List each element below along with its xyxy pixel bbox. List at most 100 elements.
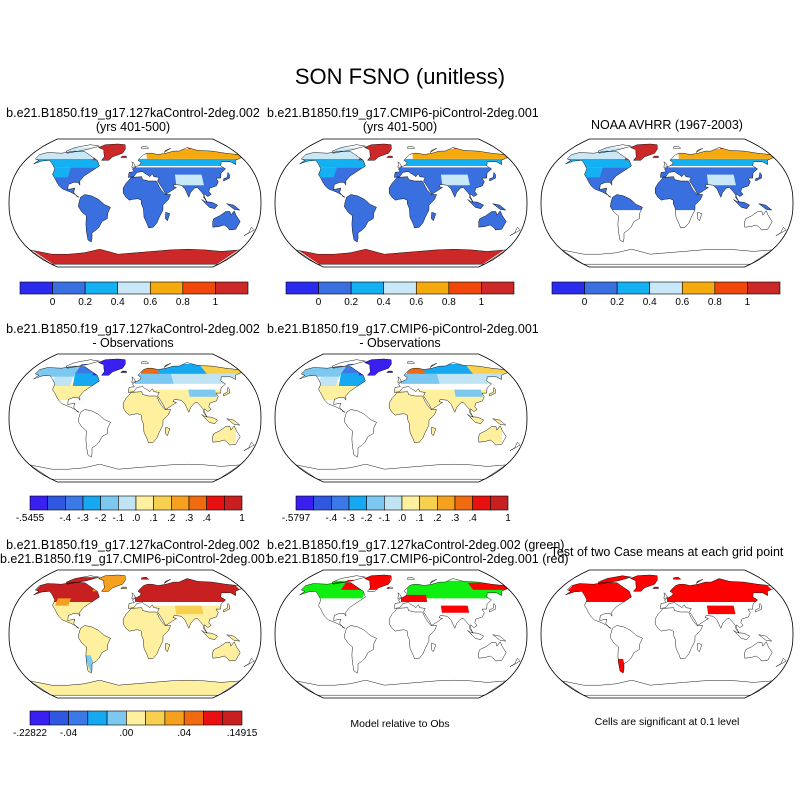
cb2-swatch-5 xyxy=(448,281,482,295)
panel-9-caption: Cells are significant at 0.1 level xyxy=(594,716,740,728)
panel-4-title-line1: b.e21.B1850.f19_g17.127kaControl-2deg.00… xyxy=(6,322,260,336)
cb4-swatch-6 xyxy=(135,495,154,511)
field-cell-map9-0 xyxy=(561,575,643,602)
cb5-swatch-7 xyxy=(419,495,438,511)
coastline-svalbard-map7 xyxy=(141,576,150,580)
coastline-novaya-map1 xyxy=(163,147,171,153)
coastline-greenland-map4 xyxy=(97,358,126,376)
cb1-swatch-4 xyxy=(149,281,184,295)
field-cell-map4-3 xyxy=(72,373,99,386)
coastline-newguinea-map5 xyxy=(492,418,507,426)
data-field-map5 xyxy=(296,359,518,443)
cb1-tick-label-2: 0.4 xyxy=(111,297,125,308)
cb5-tick-label-1: -.4 xyxy=(325,513,337,524)
cb7-swatch-6 xyxy=(145,710,166,726)
coastline-newguinea-map8 xyxy=(492,634,507,642)
cb5-tick-label-9: .4 xyxy=(468,513,477,524)
coastline-indonesia-map1 xyxy=(201,199,218,209)
coastline-namerica-map5 xyxy=(299,365,366,413)
cb4-swatch-1 xyxy=(47,495,66,511)
cb4-tick-label-3: -.2 xyxy=(95,513,107,524)
cb2-tick-label-0: 0 xyxy=(316,297,322,308)
cb5-tick-label-7: .2 xyxy=(433,513,442,524)
coastline-africa-map8 xyxy=(388,607,437,660)
coastline-africa-map3 xyxy=(654,176,703,229)
cb5-tick-label-10: 1 xyxy=(505,513,511,524)
cb1-tick-label-0: 0 xyxy=(50,297,56,308)
cb7-swatch-3 xyxy=(87,710,108,726)
field-cell-map9-3 xyxy=(706,605,736,615)
field-cell-map2-10 xyxy=(295,245,511,265)
coastline-madagascar-map2 xyxy=(431,211,437,222)
cb2-swatch-6 xyxy=(481,281,515,295)
panel-5-title-line2: - Observations xyxy=(359,336,441,350)
field-cell-map3-4 xyxy=(667,158,782,166)
panel-9-title: Test of two Case means at each grid poin… xyxy=(550,545,784,559)
cb2-tick-label-3: 0.6 xyxy=(409,297,423,308)
field-cell-map1-8 xyxy=(174,174,204,186)
coastline-indonesia-map5 xyxy=(467,414,484,424)
coastline-nz-map5 xyxy=(509,441,521,451)
coastline-novaya-map4 xyxy=(163,362,171,368)
cb3-tick-label-1: 0.2 xyxy=(610,297,624,308)
panel-7-title-line1: b.e21.B1850.f19_g17.127kaControl-2deg.00… xyxy=(6,538,260,552)
cb7-tick-label-1: -.04 xyxy=(60,728,78,739)
coastline-africa-map7 xyxy=(122,607,171,660)
cb5-swatch-0 xyxy=(295,495,314,511)
panel-8-caption: Model relative to Obs xyxy=(350,718,450,730)
coastline-samerica-map7 xyxy=(78,625,111,674)
data-field-map7 xyxy=(29,575,255,696)
coastline-namerica-map3 xyxy=(565,150,632,198)
cb5-swatch-2 xyxy=(331,495,350,511)
data-field-map9 xyxy=(561,575,785,674)
cb1-swatch-2 xyxy=(84,281,119,295)
map-panel-8 xyxy=(274,569,528,699)
panel-8-title-line1: b.e21.B1850.f19_g17.127kaControl-2deg.00… xyxy=(267,538,565,552)
coastline-svalbard-map9 xyxy=(673,576,682,580)
coastline-japan-map8 xyxy=(489,602,496,613)
coastline-africa-map2 xyxy=(388,176,437,229)
coastline-nz-map8 xyxy=(509,657,521,667)
coastline-arcisl-map2 xyxy=(332,144,366,154)
map-outline-map1 xyxy=(8,138,262,268)
cb4-swatch-10 xyxy=(206,495,225,511)
coastline-indonesia-map2 xyxy=(467,199,484,209)
coastline-australia-map9 xyxy=(744,641,773,662)
coastline-newguinea-map9 xyxy=(758,634,773,642)
coastline-japan-map9 xyxy=(755,602,762,613)
coastline-uk-map3 xyxy=(663,161,668,168)
coastline-madagascar-map4 xyxy=(165,426,171,437)
coastline-greenland-map2 xyxy=(363,143,392,161)
coastline-novaya-map9 xyxy=(695,578,703,584)
coastline-madagascar-map1 xyxy=(165,211,171,222)
cb7-swatch-5 xyxy=(126,710,146,726)
field-cell-map2-9 xyxy=(313,167,337,178)
cb2-swatch-2 xyxy=(350,281,385,295)
coastline-arcisl-map8 xyxy=(332,575,366,585)
cb4-tick-label-4: -.1 xyxy=(112,513,124,524)
coastline-iceland-map1 xyxy=(120,155,128,158)
cb5-swatch-11 xyxy=(490,495,509,511)
coastline-indonesia-map3 xyxy=(733,199,750,209)
cb5-swatch-4 xyxy=(366,495,385,511)
coastline-greenland-map1 xyxy=(97,143,126,161)
coastline-madagascar-map7 xyxy=(165,642,171,653)
coastline-arcisl-map4 xyxy=(66,359,100,369)
field-cell-map1-0 xyxy=(29,167,251,246)
coastline-newguinea-map7 xyxy=(226,634,241,642)
coastline-samerica-map4 xyxy=(78,409,111,458)
coastline-newguinea-map4 xyxy=(226,418,241,426)
field-cell-map3-8 xyxy=(706,174,736,186)
coastline-novaya-map8 xyxy=(429,578,437,584)
cb1-swatch-1 xyxy=(52,281,86,295)
field-cell-map5-8 xyxy=(437,373,518,384)
coastline-antarctica-map7 xyxy=(29,679,241,696)
coastline-japan-map5 xyxy=(489,386,496,397)
cb4-tick-label-7: .2 xyxy=(167,513,176,524)
cb4-swatch-0 xyxy=(29,495,48,511)
cb4-tick-label-9: .4 xyxy=(202,513,211,524)
map-outline-map2 xyxy=(274,138,528,268)
coastline-japan-map7 xyxy=(223,602,230,613)
colorbar-panel-1: 0 0.2 0.4 0.6 0.8 1 xyxy=(19,281,249,308)
field-cell-map4-7 xyxy=(135,373,174,384)
